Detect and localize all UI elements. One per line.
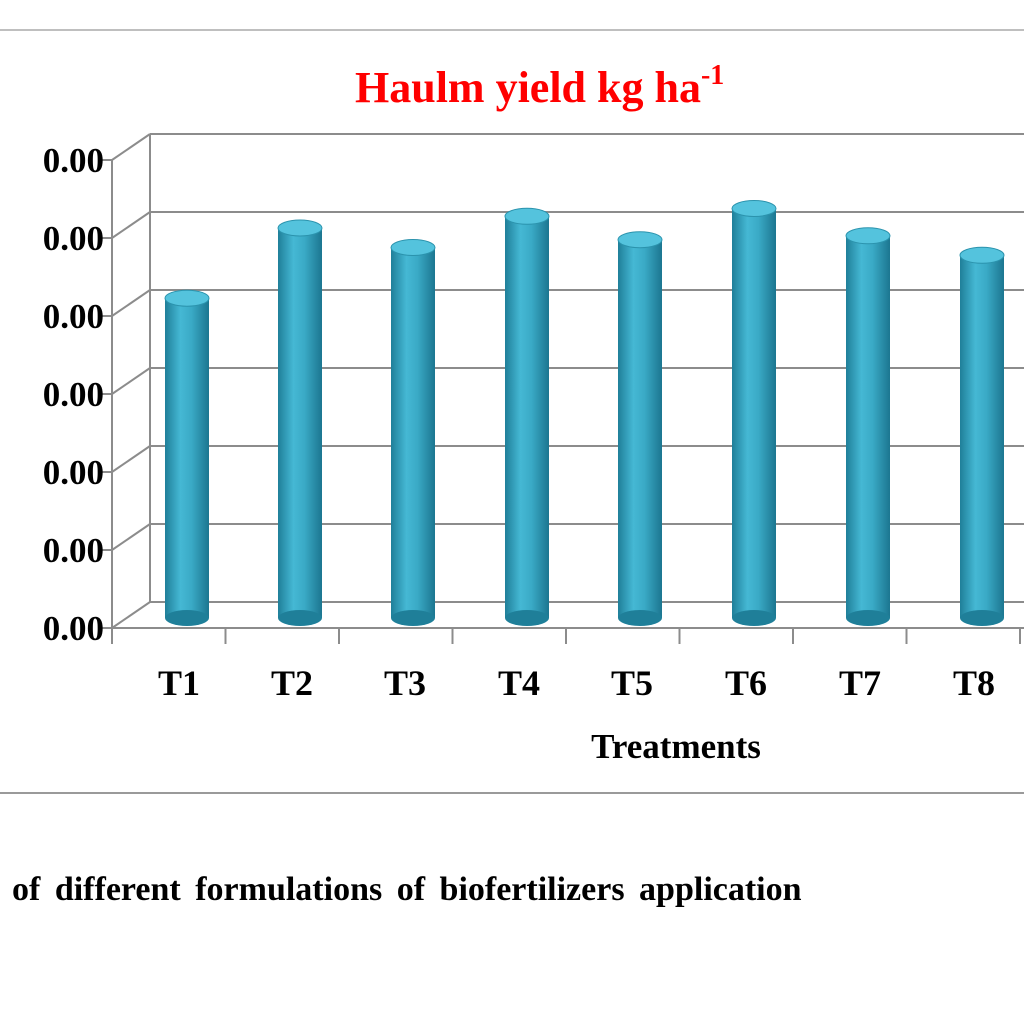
bar-top (504, 207, 550, 225)
y-tick-label: 0.00 (43, 219, 104, 258)
bar (390, 239, 436, 626)
bar-body (165, 298, 209, 618)
bar-base (278, 610, 322, 626)
bar-layer (164, 200, 1005, 626)
bar-top (959, 246, 1005, 264)
bar (959, 246, 1005, 626)
category-label: T8 (953, 663, 995, 703)
bar-base (960, 610, 1004, 626)
bar (504, 207, 550, 626)
category-label: T1 (158, 663, 200, 703)
bar-base (618, 610, 662, 626)
chart-title: Haulm yield kg ha-1 (355, 60, 724, 112)
y-tick-label: 0.00 (43, 453, 104, 492)
y-tick-label: 0.00 (43, 375, 104, 414)
bar-body (505, 216, 549, 619)
bar-top (731, 200, 777, 217)
bar-body (278, 228, 322, 618)
y-tick-label: 0.00 (43, 609, 104, 648)
bar-base (391, 610, 435, 626)
gridline-diagonal (111, 601, 151, 629)
bar (731, 200, 777, 626)
category-labels: T1 T2 T3 T4 T5 T6 T7 T8 (158, 663, 995, 703)
bar (617, 231, 663, 626)
bar-body (618, 239, 662, 618)
bar-top (277, 219, 323, 237)
gridline-diagonal (111, 445, 151, 473)
bar-base (846, 610, 890, 626)
bar-base (505, 610, 549, 626)
bar (277, 219, 323, 626)
gridline-diagonal (111, 211, 151, 239)
bar-base (732, 610, 776, 626)
category-label: T3 (384, 663, 426, 703)
bar (164, 289, 210, 626)
bar-top (164, 289, 210, 307)
figure-caption: of different formulations of biofertiliz… (12, 871, 802, 908)
category-label: T4 (498, 663, 540, 703)
bar-top (390, 239, 436, 256)
bar-body (732, 208, 776, 618)
category-label: T6 (725, 663, 767, 703)
bar-base (165, 610, 209, 626)
bar-body (391, 247, 435, 618)
bar (845, 227, 891, 626)
bar-body (846, 235, 890, 619)
y-tick-label: 0.00 (43, 141, 104, 180)
gridline-diagonal (111, 289, 151, 317)
category-label: T7 (839, 663, 881, 703)
bar-top (845, 227, 891, 245)
y-tick-label: 0.00 (43, 531, 104, 570)
category-label: T2 (271, 663, 313, 703)
y-tick-label: 0.00 (43, 297, 104, 336)
category-label: T5 (611, 663, 653, 703)
gridline-diagonal (111, 523, 151, 551)
bar-body (960, 255, 1004, 619)
gridline-diagonal (111, 367, 151, 395)
bar-top (617, 231, 663, 249)
x-axis-label: Treatments (591, 727, 761, 766)
gridline-diagonal (111, 133, 151, 161)
